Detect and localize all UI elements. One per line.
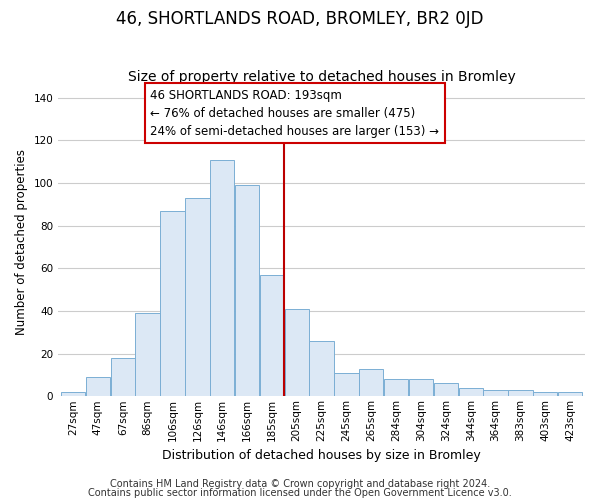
Bar	[533, 392, 557, 396]
Bar	[110, 358, 135, 397]
Bar	[359, 368, 383, 396]
Bar	[334, 373, 359, 396]
Title: Size of property relative to detached houses in Bromley: Size of property relative to detached ho…	[128, 70, 515, 85]
Bar	[558, 392, 582, 396]
Text: Contains HM Land Registry data © Crown copyright and database right 2024.: Contains HM Land Registry data © Crown c…	[110, 479, 490, 489]
Bar	[160, 210, 185, 396]
Bar	[310, 341, 334, 396]
Bar	[260, 274, 284, 396]
Bar	[484, 390, 508, 396]
Bar	[409, 379, 433, 396]
Text: Contains public sector information licensed under the Open Government Licence v3: Contains public sector information licen…	[88, 488, 512, 498]
Bar	[61, 392, 85, 396]
Bar	[210, 160, 235, 396]
X-axis label: Distribution of detached houses by size in Bromley: Distribution of detached houses by size …	[162, 450, 481, 462]
Bar	[86, 377, 110, 396]
Bar	[458, 388, 483, 396]
Bar	[284, 309, 309, 396]
Bar	[434, 384, 458, 396]
Bar	[384, 379, 409, 396]
Bar	[136, 313, 160, 396]
Text: 46, SHORTLANDS ROAD, BROMLEY, BR2 0JD: 46, SHORTLANDS ROAD, BROMLEY, BR2 0JD	[116, 10, 484, 28]
Text: 46 SHORTLANDS ROAD: 193sqm
← 76% of detached houses are smaller (475)
24% of sem: 46 SHORTLANDS ROAD: 193sqm ← 76% of deta…	[151, 88, 439, 138]
Bar	[235, 185, 259, 396]
Y-axis label: Number of detached properties: Number of detached properties	[15, 148, 28, 334]
Bar	[185, 198, 209, 396]
Bar	[508, 390, 533, 396]
